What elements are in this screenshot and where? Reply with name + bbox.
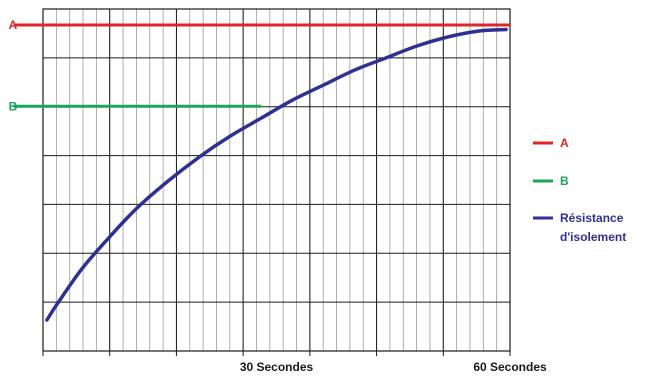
x-tick-label: 30 Secondes — [240, 360, 314, 374]
series-curve-resistance — [45, 27, 508, 322]
grid — [42, 8, 511, 352]
legend-label: A — [560, 136, 569, 150]
legend-label: d'isolement — [560, 230, 626, 244]
series-label-b: B — [9, 99, 18, 113]
series: AB — [9, 18, 510, 322]
plot-frame — [42, 8, 511, 352]
legend: A B Résistance d'isolement — [533, 136, 626, 244]
series-label-a: A — [9, 18, 18, 32]
legend-label: B — [560, 174, 569, 188]
x-tick-label: 60 Secondes — [473, 360, 547, 374]
axes: 30 Secondes 60 Secondes — [42, 351, 547, 374]
legend-label: Résistance — [560, 211, 624, 225]
